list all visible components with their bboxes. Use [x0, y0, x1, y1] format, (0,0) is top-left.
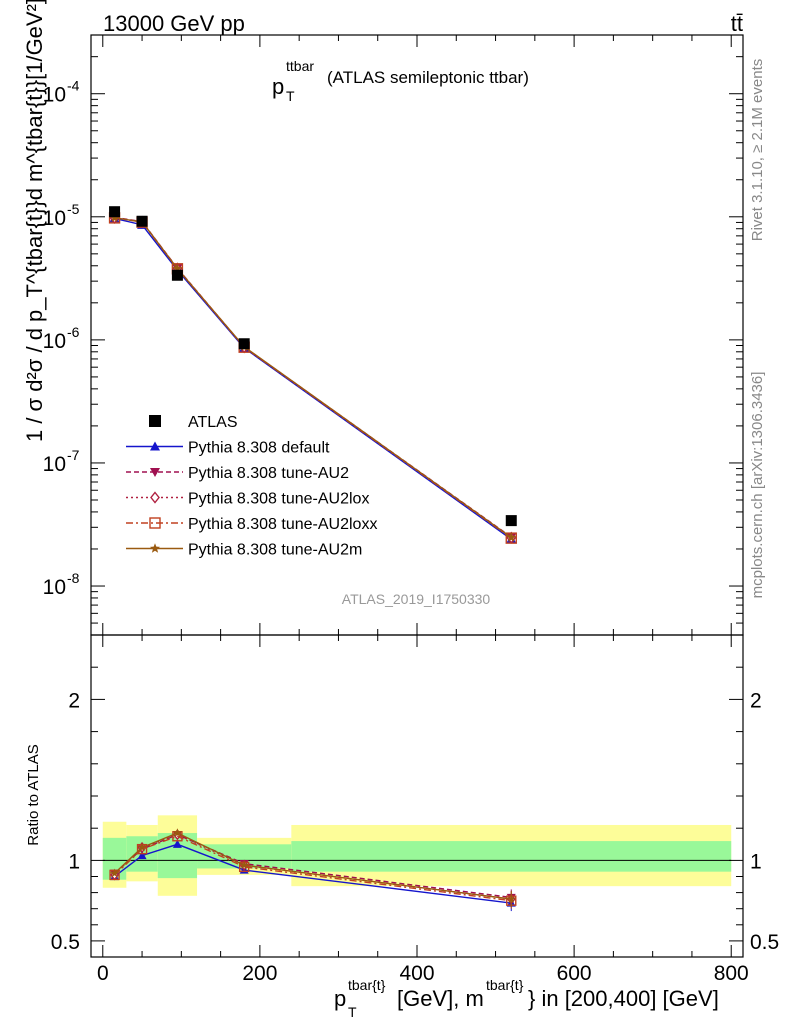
- x-label-mid: [GeV], m: [397, 986, 484, 1011]
- x-ticks: 0 200 400 600 800: [97, 35, 749, 985]
- x-tick-label: 0: [97, 962, 109, 985]
- series-point: [172, 263, 183, 273]
- ratio-point: [110, 868, 120, 878]
- main-title: p T ttbar (ATLAS semileptonic ttbar): [272, 58, 529, 104]
- data-point: [505, 515, 517, 527]
- legend-marker: [150, 543, 160, 553]
- main-title-sub: T: [286, 88, 295, 104]
- y-tick-exponent: -6: [67, 324, 80, 340]
- legend-marker: [150, 441, 160, 451]
- energy-label: 13000 GeV pp: [103, 11, 245, 36]
- legend-label: Pythia 8.308 tune-AU2m: [188, 542, 362, 559]
- y-tick-label: 10: [43, 84, 66, 107]
- main-title-p: p: [272, 74, 284, 99]
- ratio-y-tick-label: 0.5: [51, 931, 80, 954]
- x-tick-label: 600: [557, 962, 592, 985]
- ratio-plot-frame: [90, 634, 744, 958]
- main-y-axis-label: 1 / σ d²σ / d p_T^{tbar{t}}d m^{tbar{t}}…: [22, 0, 47, 442]
- ratio-series-pythia-8-308-tune-au2m: [110, 828, 516, 908]
- uncertainty-band-inner: [291, 841, 732, 872]
- ratio-line: [114, 835, 512, 902]
- data-point: [136, 215, 148, 227]
- x-label-sup2: tbar{t}: [486, 977, 524, 993]
- legend-marker: [150, 491, 160, 504]
- ratio-point: [172, 828, 182, 837]
- ratio-y-tick-label: 1: [68, 850, 80, 873]
- ratio-y-tick-label: 2: [68, 689, 80, 712]
- ratio-point: [137, 851, 147, 860]
- x-label-sup1: tbar{t}: [348, 977, 386, 993]
- legend-label-atlas: ATLAS: [188, 414, 238, 431]
- y-tick-label: 10: [43, 453, 66, 476]
- legend-label: Pythia 8.308 default: [188, 440, 330, 457]
- process-label: tt̄: [731, 11, 743, 36]
- ratio-y-tick-label-right: 2: [750, 689, 762, 712]
- y-tick-label: 10: [43, 576, 66, 599]
- y-tick-exponent: -4: [67, 78, 80, 94]
- series-atlas-data: [109, 206, 517, 527]
- x-label-p: p: [334, 986, 346, 1011]
- ratio-point: [137, 842, 147, 852]
- x-label-sub: T: [348, 1004, 357, 1020]
- series-point: [506, 532, 517, 542]
- legend-label: Pythia 8.308 tune-AU2: [188, 465, 349, 482]
- legend-marker: [150, 468, 160, 477]
- main-title-rest: (ATLAS semileptonic ttbar): [327, 68, 529, 87]
- ratio-point: [172, 839, 182, 848]
- main-y-ticks: 10-810-710-610-510-4: [43, 56, 743, 636]
- y-tick-label: 10: [43, 207, 66, 230]
- data-point: [109, 206, 121, 218]
- x-tick-label: 400: [399, 962, 434, 985]
- rivet-version-label: Rivet 3.1.10, ≥ 2.1M events: [749, 59, 766, 242]
- y-tick-exponent: -7: [67, 447, 80, 463]
- legend-label: Pythia 8.308 tune-AU2lox: [188, 491, 369, 508]
- x-tick-label: 200: [242, 962, 277, 985]
- ratio-point: [239, 860, 249, 870]
- ratio-bands: [102, 815, 732, 896]
- x-label-end: } in [200,400] [GeV]: [528, 986, 719, 1011]
- y-tick-exponent: -5: [67, 201, 80, 217]
- ratio-y-tick-label-right: 1: [750, 850, 762, 873]
- ratio-point: [506, 894, 516, 903]
- data-point: [238, 338, 250, 350]
- main-title-sup: ttbar: [286, 58, 314, 74]
- ratio-y-axis-label: Ratio to ATLAS: [25, 744, 42, 845]
- data-point: [171, 269, 183, 281]
- ratio-y-ticks: 0.5 0.5 1 1 2 2: [51, 634, 779, 954]
- y-tick-exponent: -8: [67, 570, 80, 586]
- legend-label: Pythia 8.308 tune-AU2loxx: [188, 516, 377, 533]
- uncertainty-band-inner: [102, 837, 127, 880]
- legend: ATLAS Pythia 8.308 default Pythia 8.308 tu…: [126, 414, 377, 559]
- series-point: [109, 212, 120, 223]
- analysis-watermark: ATLAS_2019_I1750330: [342, 591, 491, 607]
- y-tick-label: 10: [43, 330, 66, 353]
- x-axis-label: p T tbar{t} [GeV], m tbar{t} } in [200,4…: [334, 977, 719, 1020]
- mcplots-label: mcplots.cern.ch [arXiv:1306.3436]: [749, 372, 766, 599]
- ratio-y-tick-label-right: 0.5: [750, 931, 779, 954]
- legend-marker: [149, 517, 161, 529]
- legend-marker-atlas: [149, 415, 161, 427]
- x-tick-label: 800: [714, 962, 749, 985]
